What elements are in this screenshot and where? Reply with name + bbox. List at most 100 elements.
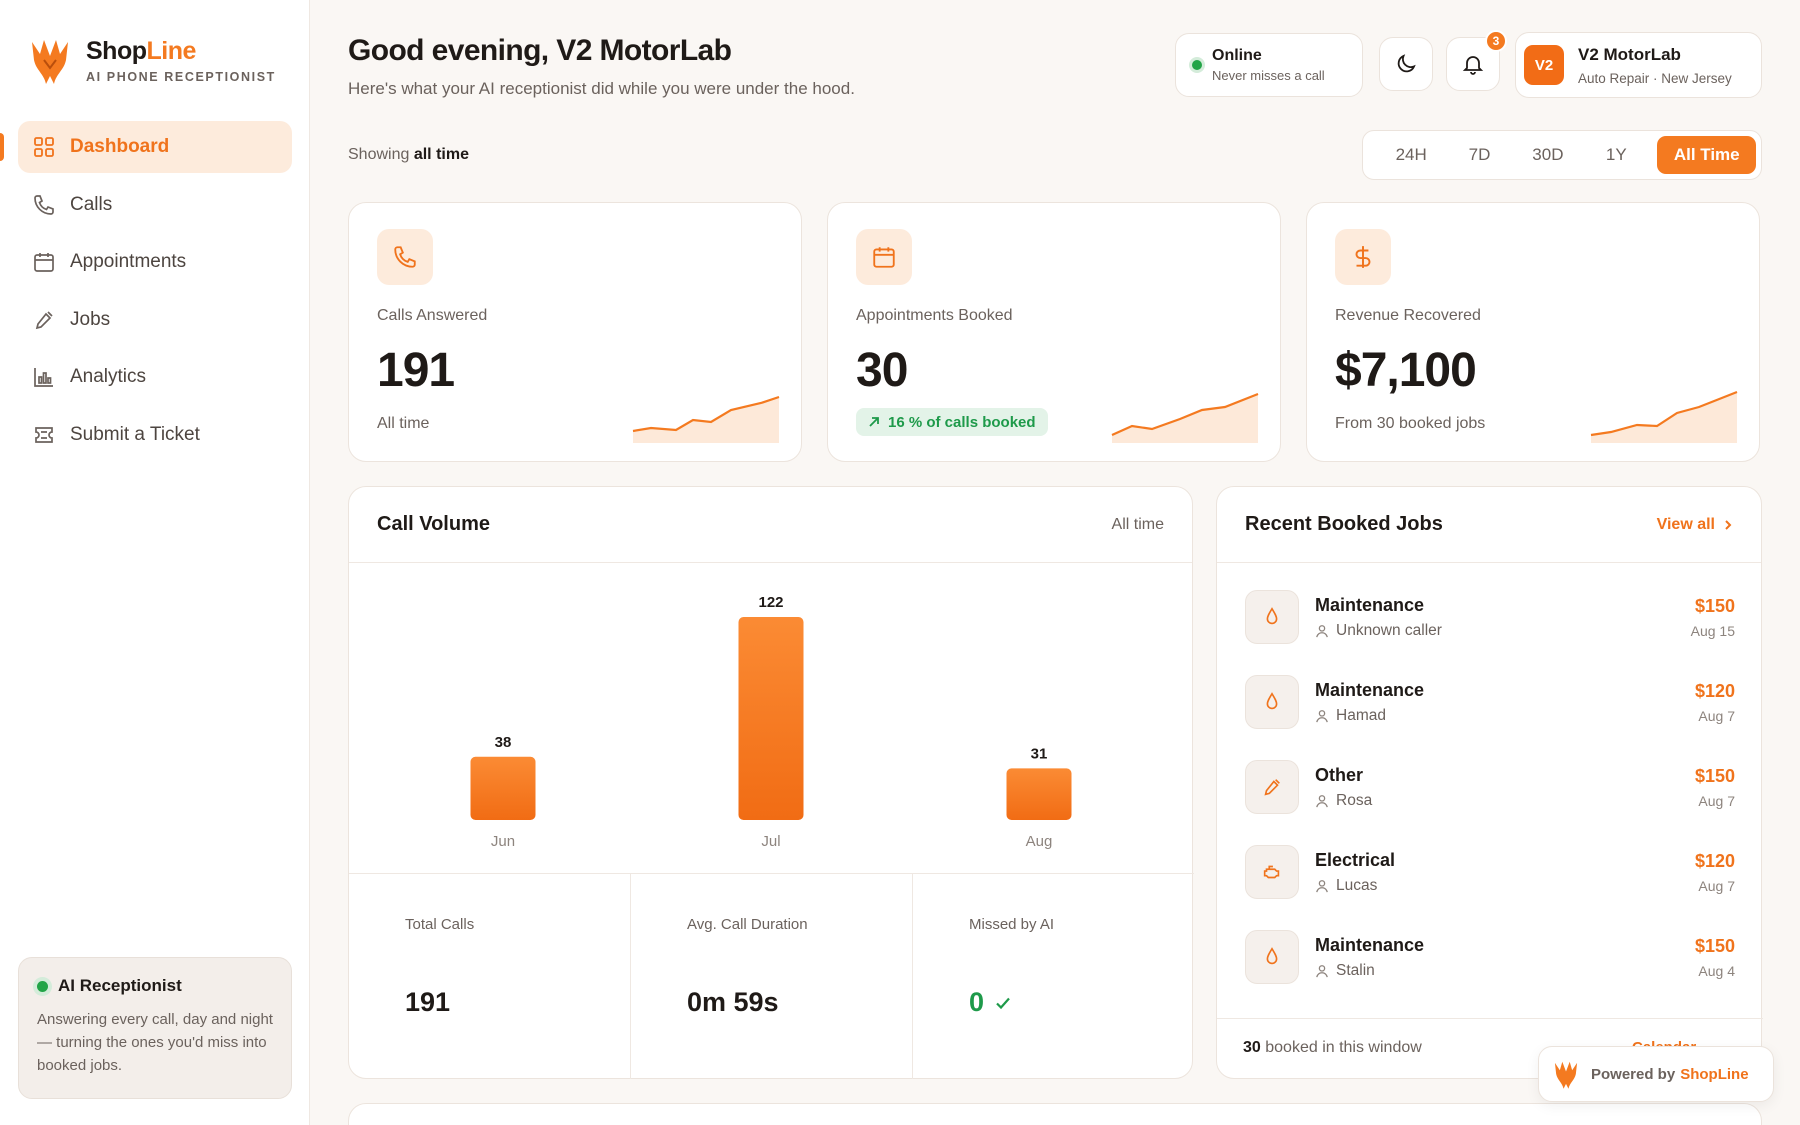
booking-rate-chip: 16 % of calls booked [856,408,1048,436]
bell-icon [1462,56,1484,75]
notifications-button[interactable]: 3 [1446,30,1507,91]
range-7d-button[interactable]: 7D [1468,145,1491,164]
drop-icon [1266,692,1278,710]
job-caller: Stalin [1315,962,1695,980]
job-caller-name: Unknown caller [1336,621,1442,639]
job-caller-name: Lucas [1336,876,1378,894]
page-title: Good evening, V2 MotorLab [348,34,732,67]
job-row[interactable]: Electrical Lucas $120 Aug 7 [1245,844,1735,900]
stat-card-calls[interactable]: Calls Answered 191 All time [348,202,802,462]
bar-jun[interactable] [470,756,536,820]
sidebar-item-label: Appointments [70,251,187,273]
sidebar-item-label: Jobs [70,308,111,330]
status-label: Online [1212,47,1262,64]
stat-value: 0m 59s [687,987,779,1017]
phone-icon [394,246,416,268]
job-meta: $150 Aug 4 [1695,936,1735,979]
bar-chart-icon [34,368,53,388]
job-row[interactable]: Maintenance Hamad $120 Aug 7 [1245,674,1735,730]
stat-card-revenue[interactable]: Revenue Recovered $7,100 From 30 booked … [1306,202,1760,462]
chevron-right-icon [1725,519,1732,530]
powered-prefix: Powered by [1591,1065,1676,1083]
sidebar-item-dashboard[interactable]: Dashboard [0,121,292,173]
brand-name-part2: Line [146,36,197,65]
view-all-link[interactable]: View all [1657,516,1733,534]
bar-jul[interactable] [738,617,804,820]
job-body: Electrical Lucas [1315,850,1695,895]
x-tick-label: Jul [761,833,780,850]
status-sub: Never misses a call [1212,68,1325,83]
moon-icon [1397,54,1416,73]
job-date: Aug 7 [1698,877,1735,894]
stat-label: Calls Answered [377,307,488,324]
avatar: V2 [1524,45,1564,85]
dollar-icon [1355,246,1371,268]
job-price: $150 [1694,765,1735,786]
job-body: Other Rosa [1315,765,1695,810]
sidebar-item-jobs[interactable]: Jobs [18,294,292,346]
job-meta: $150 Aug 7 [1695,766,1735,809]
job-row[interactable]: Maintenance Unknown caller $150 Aug 15 [1245,589,1735,645]
sidebar-item-analytics[interactable]: Analytics [18,351,292,403]
job-type: Maintenance [1315,679,1425,700]
job-row[interactable]: Maintenance Stalin $150 Aug 4 [1245,929,1735,985]
range-1y-button[interactable]: 1Y [1605,145,1627,164]
sparkline [1590,390,1738,443]
job-row[interactable]: Other Rosa $150 Aug 7 [1245,759,1735,815]
theme-toggle-button[interactable] [1379,37,1433,91]
ai-receptionist-card: AI Receptionist Answering every call, da… [18,957,292,1099]
powered-by-badge[interactable]: Powered by ShopLine [1538,1046,1774,1102]
sidebar-item-calls[interactable]: Calls [18,179,292,231]
stat-card-appointments[interactable]: Appointments Booked 30 16 % of calls boo… [827,202,1281,462]
sidebar-item-appointments[interactable]: Appointments [18,236,292,288]
sidebar-item-submit-ticket[interactable]: Submit a Ticket [18,409,292,461]
ticket-icon [35,427,53,443]
job-icon-box [1245,675,1299,729]
range-24h-button[interactable]: 24H [1395,145,1427,164]
job-icon-box [1245,930,1299,984]
job-type: Maintenance [1315,594,1425,615]
job-price: $120 [1694,680,1735,701]
time-range-selector: 24H 7D 30D 1Y All Time [1362,130,1762,180]
job-icon-box [1245,590,1299,644]
job-body: Maintenance Unknown caller [1315,595,1691,640]
sparkline [1111,392,1259,443]
stat-label: Total Calls [405,916,475,933]
bar-aug[interactable] [1006,768,1072,820]
logo-icon [1554,1061,1578,1089]
bar-value-label: 38 [495,734,512,751]
job-type: Maintenance [1315,934,1425,955]
stat-foot: From 30 booked jobs [1335,415,1486,432]
job-caller: Unknown caller [1315,622,1691,640]
call-volume-range: All time [1111,515,1164,533]
calendar-icon [873,247,895,268]
stat-label: Appointments Booked [856,307,1013,324]
ai-card-title-text: AI Receptionist [58,976,182,995]
call-volume-panel: Call Volume All time 38 Jun 122 Jul 31 Aug To… [348,486,1194,1079]
job-icon-box [1245,760,1299,814]
ai-card-text: Answering every call, day and night — tu… [37,1011,273,1074]
stat-value: 30 [856,344,908,397]
call-volume-header: Call Volume All time [349,487,1192,563]
chip-text: 16 % of calls booked [888,413,1036,431]
brand[interactable]: ShopLine AI PHONE RECEPTIONIST [26,34,276,86]
job-date: Aug 4 [1698,962,1735,979]
range-30d-button[interactable]: 30D [1532,145,1564,164]
wrench-icon [35,311,53,329]
drop-icon [1266,947,1278,965]
stat-icon-box [856,229,912,285]
wrench-icon [1264,779,1280,796]
status-dot-icon [37,980,48,992]
call-volume-title: Call Volume [377,513,490,535]
sparkline [632,395,780,443]
account-menu[interactable]: V2 V2 MotorLab Auto Repair · New Jersey [1515,32,1762,98]
showing-value: all time [413,146,469,163]
online-status[interactable]: Online Never misses a call [1175,33,1363,97]
ai-card-title: AI Receptionist [37,976,273,996]
range-all-time-button[interactable]: All Time [1657,136,1757,174]
online-dot-icon [1192,60,1202,70]
user-icon [1316,879,1328,892]
job-caller-name: Rosa [1336,791,1373,809]
job-caller: Rosa [1315,792,1695,810]
showing-label: Showing all time [348,146,469,164]
